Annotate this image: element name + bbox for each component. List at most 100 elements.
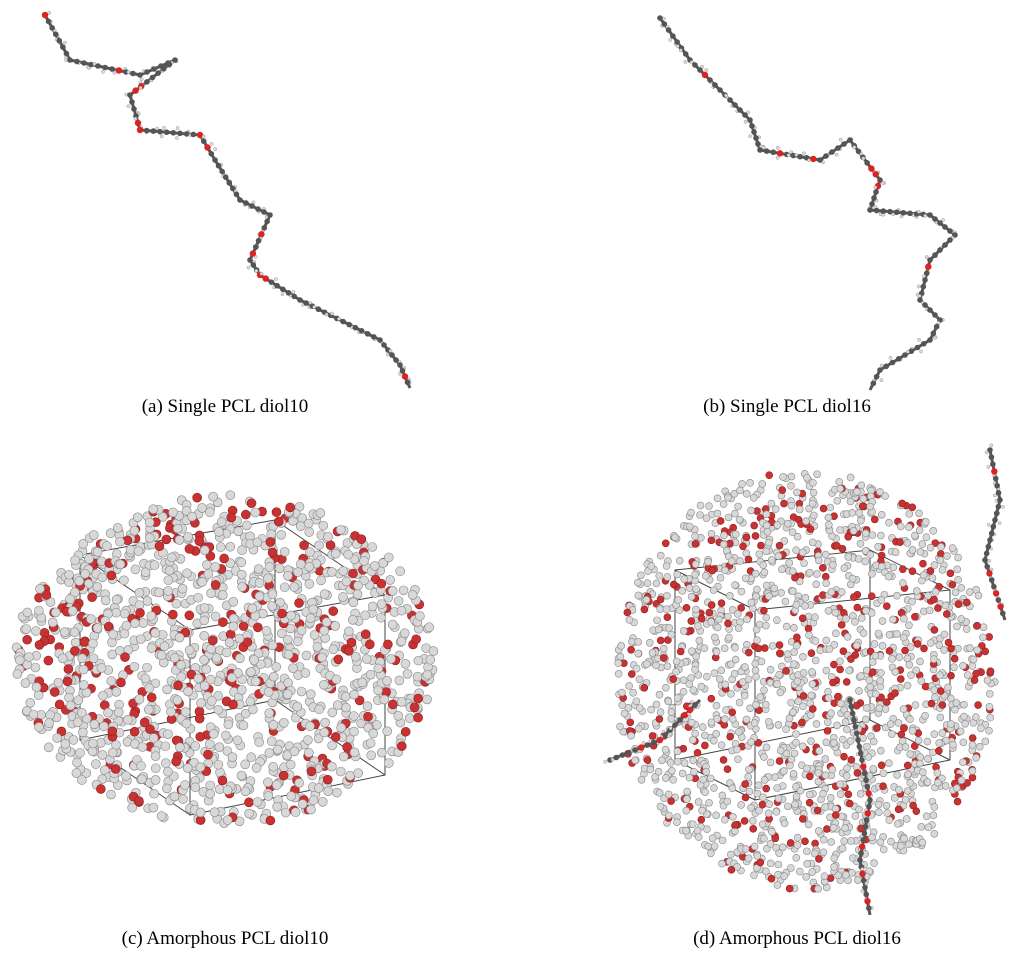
o-atom xyxy=(263,275,269,281)
c-atom xyxy=(909,546,916,553)
c-atom xyxy=(969,663,976,670)
c-atom xyxy=(788,699,795,706)
o-atom xyxy=(793,634,800,641)
o-atom xyxy=(919,560,926,567)
o-atom xyxy=(895,806,902,813)
c-atom xyxy=(692,533,699,540)
h-atom xyxy=(918,338,921,341)
c-atom xyxy=(381,342,387,348)
c-atom xyxy=(863,892,869,898)
o-atom xyxy=(174,681,183,690)
c-atom xyxy=(90,720,99,729)
o-atom xyxy=(928,700,935,707)
h-atom xyxy=(247,266,250,269)
c-atom xyxy=(175,743,184,752)
c-atom xyxy=(170,653,179,662)
c-atom xyxy=(35,584,44,593)
c-atom xyxy=(942,602,949,609)
h-atom xyxy=(853,146,856,149)
c-atom xyxy=(298,800,307,809)
c-atom xyxy=(743,716,750,723)
c-atom xyxy=(677,717,683,723)
c-atom xyxy=(306,614,315,623)
c-atom xyxy=(861,837,867,843)
c-atom xyxy=(841,565,848,572)
c-atom xyxy=(119,576,128,585)
h-atom xyxy=(292,290,295,293)
c-atom xyxy=(884,810,891,817)
c-atom xyxy=(817,157,823,163)
c-atom xyxy=(902,796,909,803)
c-atom xyxy=(858,614,865,621)
c-atom xyxy=(683,51,689,57)
c-atom xyxy=(878,563,885,570)
o-atom xyxy=(943,611,950,618)
c-atom xyxy=(400,629,409,638)
c-atom xyxy=(237,558,246,567)
c-atom xyxy=(745,855,752,862)
o-atom xyxy=(108,727,117,736)
o-atom xyxy=(258,231,264,237)
c-atom xyxy=(683,807,690,814)
c-atom xyxy=(102,65,108,71)
c-atom xyxy=(638,776,645,783)
c-atom xyxy=(306,548,315,557)
c-atom xyxy=(902,743,909,750)
c-atom xyxy=(924,755,931,762)
o-atom xyxy=(897,676,904,683)
c-atom xyxy=(305,579,314,588)
c-atom xyxy=(809,539,816,546)
o-atom xyxy=(644,757,651,764)
c-atom xyxy=(832,609,839,616)
c-atom xyxy=(867,503,874,510)
h-atom xyxy=(889,356,892,359)
c-atom xyxy=(734,756,741,763)
c-atom xyxy=(324,787,333,796)
h-atom xyxy=(669,727,672,730)
o-atom xyxy=(937,688,944,695)
o-atom xyxy=(969,774,976,781)
c-atom xyxy=(295,778,304,787)
c-atom xyxy=(831,855,838,862)
c-atom xyxy=(794,834,801,841)
caption: (d) Amorphous PCL diol16 xyxy=(597,928,997,950)
c-atom xyxy=(734,746,741,753)
c-atom xyxy=(743,616,750,623)
c-atom xyxy=(714,495,721,502)
o-atom xyxy=(955,601,962,608)
c-atom xyxy=(635,638,642,645)
c-atom xyxy=(780,768,787,775)
o-atom xyxy=(638,744,644,750)
c-atom xyxy=(157,651,166,660)
c-atom xyxy=(826,646,833,653)
c-atom xyxy=(56,38,62,44)
c-atom xyxy=(876,705,883,712)
c-atom xyxy=(900,615,907,622)
o-atom xyxy=(628,646,635,653)
c-atom xyxy=(803,873,810,880)
c-atom xyxy=(405,714,414,723)
c-atom xyxy=(836,527,843,534)
c-atom xyxy=(937,247,943,253)
o-atom xyxy=(708,537,715,544)
c-atom xyxy=(649,649,656,656)
c-atom xyxy=(144,705,153,714)
c-atom xyxy=(731,670,738,677)
c-atom xyxy=(242,521,251,530)
c-atom xyxy=(713,812,720,819)
o-atom xyxy=(745,556,752,563)
c-atom xyxy=(655,626,662,633)
c-atom xyxy=(238,582,247,591)
c-atom xyxy=(922,302,928,308)
c-atom xyxy=(268,590,277,599)
c-atom xyxy=(223,816,232,825)
c-atom xyxy=(688,719,695,726)
c-atom xyxy=(686,523,693,530)
o-atom xyxy=(641,684,648,691)
c-atom xyxy=(831,863,838,870)
c-atom xyxy=(734,610,741,617)
h-atom xyxy=(134,117,137,120)
h-atom xyxy=(260,272,263,275)
c-atom xyxy=(341,692,350,701)
c-atom xyxy=(932,216,938,222)
